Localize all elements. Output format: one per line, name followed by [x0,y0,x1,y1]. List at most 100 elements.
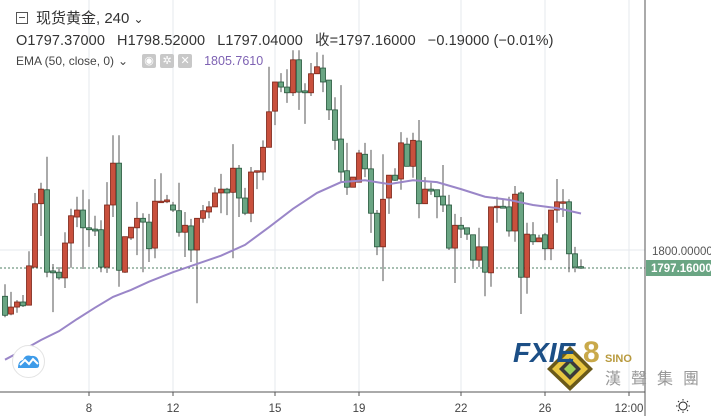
candle [128,226,134,240]
candle-body-up [62,242,68,279]
candle-body-down [2,295,8,316]
candle [386,174,392,214]
time-label: 15 [269,403,282,415]
candle-body-down [530,234,536,243]
candle-body-down [362,153,368,170]
candle-body-up [554,201,560,211]
candle-body-up [212,192,218,208]
candle-body-down [572,253,578,268]
eye-icon[interactable]: ◉ [142,54,157,68]
candle-body-up [290,59,296,94]
cloud-logo-icon[interactable] [12,345,45,378]
collapse-icon[interactable] [16,12,28,24]
high-value: H1798.52000 [117,33,206,49]
candle-body-up [560,201,566,204]
candle [548,209,554,261]
candle-body-up [248,171,254,214]
candle-body-down [368,168,374,214]
chevron-down-icon[interactable]: ⌄ [118,54,129,68]
ohlc-row: O1797.37000 H1798.52000 L1797.04000 收=1797.… [16,29,566,50]
candle [188,218,194,263]
candle [500,199,506,209]
svg-text:SINO: SINO [605,353,632,365]
time-label: 22 [455,403,468,415]
candle-body-up [452,224,458,249]
candle [122,236,128,273]
indicator-value: 1805.7610 [204,54,264,68]
candle-body-down [518,192,524,278]
gear-icon[interactable]: ✲ [160,54,175,68]
candle [332,97,338,150]
close-icon[interactable]: ✕ [178,54,193,68]
time-axis-labels: 8 12 15 19 22 26 12:00 [86,392,644,415]
candle [176,182,182,237]
candle [104,182,110,273]
candle-body-down [188,225,194,251]
candle [374,210,380,256]
candle-body-up [32,203,38,268]
candle-body-up [398,142,404,180]
candle [554,178,560,223]
indicator-row: EMA (50, close, 0) ⌄ ◉ ✲ ✕ 1805.7610 [16,54,263,68]
candle-body-up [158,200,164,204]
candle [542,232,548,261]
price-label-1800: 1800.000000 [652,246,711,258]
candle [428,182,434,195]
candle [560,189,566,218]
candle-body-down [146,221,152,250]
candle [218,173,224,214]
candle [98,220,104,273]
candle-body-down [464,227,470,235]
candle [308,62,314,96]
time-label: 12:00 [615,403,644,415]
candle-body-down [446,204,452,249]
candle [14,300,20,313]
candle-body-up [266,111,272,148]
candle [290,50,296,96]
candle-body-down [242,197,248,214]
ema-line [4,179,582,361]
indicator-label[interactable]: EMA (50, close, 0) [16,54,115,68]
candle [56,267,62,280]
candle [20,295,26,308]
candle-body-down [332,109,338,141]
candle [398,132,404,190]
candle [512,185,518,242]
candle-body-up [206,206,212,213]
candle [578,259,584,269]
candle [434,189,440,219]
symbol-title[interactable]: 现货黄金, 240 [36,10,130,27]
symbol-row: 现货黄金, 240 ⌄ [16,7,144,28]
candle [68,208,74,268]
candle-body-up [386,174,392,199]
candle-body-down [44,189,50,273]
candle [170,201,176,212]
candle-body-up [476,246,482,261]
candle-body-down [56,271,62,279]
candle [302,83,308,124]
candle-body-down [236,167,242,199]
candle [86,199,92,247]
candle-body-down [470,234,476,261]
candle [224,187,230,216]
candle-body-down [404,143,410,167]
sun-icon[interactable] [676,399,690,413]
candle-body-up [218,188,224,194]
candle [38,182,44,237]
candle [152,178,158,259]
candle-body-up [8,306,14,315]
candle-body-down [50,270,56,274]
candle-body-up [128,226,134,239]
candle-body-down [326,79,332,111]
time-label: 8 [86,403,92,415]
candle-body-down [224,188,230,194]
close-value: 收=1797.16000 [314,33,416,49]
candle-body-down [140,217,146,223]
candle [146,213,152,263]
time-label: 19 [353,403,366,415]
chevron-down-icon[interactable]: ⌄ [133,12,144,26]
candle [536,234,542,243]
candle [338,85,344,183]
svg-text:8: 8 [583,336,600,369]
